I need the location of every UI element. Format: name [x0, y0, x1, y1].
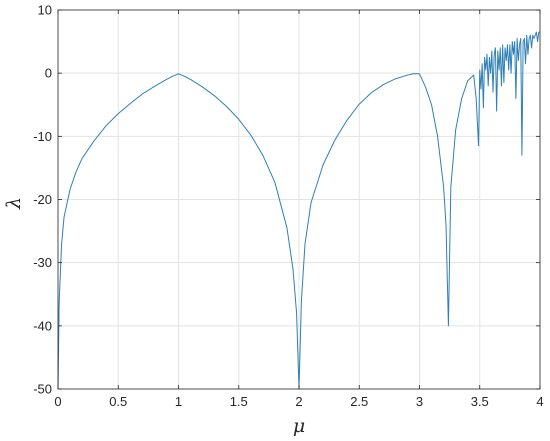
- x-tick-label: 3: [416, 394, 423, 409]
- y-axis-ticks: 10 0 -10 -20 -30 -40 -50: [33, 3, 540, 397]
- y-tick-label: -30: [33, 255, 52, 270]
- y-axis-label: λ: [3, 197, 25, 210]
- x-axis-label: μ: [293, 415, 305, 437]
- x-tick-label: 1.5: [230, 394, 248, 409]
- series-line: [57, 31, 540, 390]
- x-axis-ticks: 0 0.5 1 1.5 2 2.5 3 3.5 4: [54, 10, 544, 409]
- x-tick-label: 4: [536, 394, 543, 409]
- y-tick-label: -10: [33, 129, 52, 144]
- x-tick-label: 2.5: [350, 394, 368, 409]
- y-tick-label: 10: [38, 3, 52, 18]
- x-tick-label: 0.5: [109, 394, 127, 409]
- x-tick-label: 2: [295, 394, 302, 409]
- x-tick-label: 3.5: [471, 394, 489, 409]
- y-tick-label: -50: [33, 382, 52, 397]
- y-tick-label: -20: [33, 192, 52, 207]
- x-tick-label: 0: [54, 394, 61, 409]
- y-tick-label: -40: [33, 318, 52, 333]
- data-series: [57, 31, 540, 390]
- x-tick-label: 1: [175, 394, 182, 409]
- y-tick-label: 0: [45, 66, 52, 81]
